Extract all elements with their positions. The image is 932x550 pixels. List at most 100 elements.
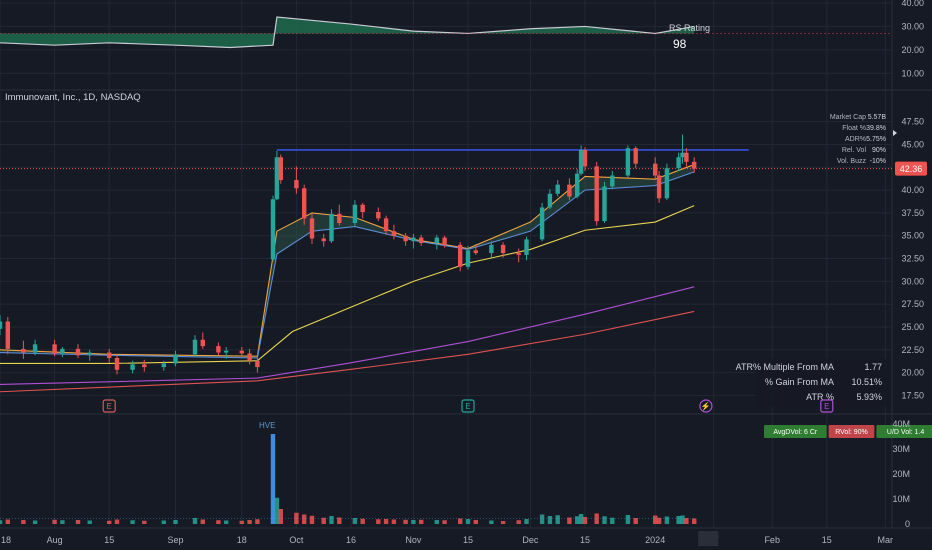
candle[interactable] bbox=[633, 146, 638, 169]
candle[interactable] bbox=[567, 178, 572, 201]
earnings-event-icon[interactable]: E bbox=[102, 399, 116, 413]
candle[interactable] bbox=[278, 154, 283, 184]
ma-line-ma-50 bbox=[0, 205, 695, 365]
candle[interactable] bbox=[309, 213, 315, 244]
candle[interactable] bbox=[547, 189, 553, 210]
candle-body bbox=[5, 321, 10, 349]
candle[interactable] bbox=[680, 134, 685, 164]
candle[interactable] bbox=[692, 157, 697, 173]
candle[interactable] bbox=[575, 169, 580, 199]
time-axis-tick: Feb bbox=[764, 535, 780, 545]
candle[interactable] bbox=[352, 200, 358, 227]
candle[interactable] bbox=[255, 357, 260, 373]
candle[interactable] bbox=[75, 344, 81, 358]
price-axis[interactable]: 40.0030.0020.0010.0047.5045.0042.5040.00… bbox=[892, 0, 927, 529]
scale-arrow-icon bbox=[893, 130, 897, 136]
atr-label: ATR% Multiple From MA bbox=[736, 362, 834, 372]
candle[interactable] bbox=[625, 145, 631, 178]
candle[interactable] bbox=[60, 347, 65, 358]
candle[interactable] bbox=[360, 202, 365, 219]
volume-bar bbox=[360, 518, 365, 524]
candle[interactable] bbox=[442, 235, 447, 248]
time-axis-tick: 18 bbox=[237, 535, 247, 545]
earnings-event-icon[interactable]: E bbox=[461, 399, 475, 413]
dividend-event-icon[interactable]: ⚡ bbox=[699, 399, 713, 413]
candle[interactable] bbox=[114, 354, 120, 375]
candle[interactable] bbox=[602, 181, 607, 223]
earnings-event-icon[interactable]: E bbox=[820, 399, 834, 413]
candle[interactable] bbox=[239, 347, 244, 357]
candle[interactable] bbox=[192, 335, 198, 358]
volume-bar bbox=[52, 519, 57, 524]
candle[interactable] bbox=[582, 147, 588, 171]
candle[interactable] bbox=[383, 215, 389, 235]
candle[interactable] bbox=[52, 339, 57, 357]
volume-bar bbox=[653, 515, 658, 524]
candle[interactable] bbox=[161, 360, 166, 371]
event-markers[interactable]: E E ⚡ E bbox=[102, 399, 834, 413]
candle[interactable] bbox=[32, 339, 38, 356]
candle[interactable] bbox=[247, 348, 252, 365]
candle[interactable] bbox=[302, 184, 307, 225]
candle[interactable] bbox=[107, 348, 112, 363]
candle[interactable] bbox=[173, 350, 178, 367]
candle[interactable] bbox=[216, 342, 221, 356]
candle-body bbox=[360, 204, 365, 213]
candle[interactable] bbox=[5, 316, 10, 355]
candle-body bbox=[473, 250, 478, 254]
candle[interactable] bbox=[87, 349, 92, 361]
candle[interactable] bbox=[610, 170, 615, 190]
candle[interactable] bbox=[684, 148, 689, 167]
candle[interactable] bbox=[294, 166, 299, 194]
volume-bar bbox=[602, 516, 607, 524]
candle[interactable] bbox=[21, 340, 26, 359]
candle[interactable] bbox=[473, 243, 478, 255]
candle[interactable] bbox=[555, 180, 560, 197]
candle[interactable] bbox=[274, 150, 280, 201]
candle[interactable] bbox=[465, 245, 471, 270]
candle[interactable] bbox=[500, 242, 506, 258]
candle[interactable] bbox=[0, 315, 3, 336]
candle[interactable] bbox=[434, 234, 439, 250]
candle[interactable] bbox=[142, 359, 147, 372]
candle[interactable] bbox=[594, 161, 599, 226]
candle[interactable] bbox=[130, 360, 135, 374]
volume-bar bbox=[274, 497, 280, 524]
price-axis-tick: 45.00 bbox=[901, 139, 924, 149]
candle[interactable] bbox=[270, 195, 276, 262]
candle[interactable] bbox=[676, 152, 681, 171]
candle[interactable] bbox=[403, 232, 408, 246]
candle[interactable] bbox=[516, 248, 521, 263]
volume-bar bbox=[692, 518, 697, 524]
volume-bar bbox=[391, 519, 397, 524]
candle[interactable] bbox=[653, 157, 658, 181]
candle[interactable] bbox=[458, 242, 463, 272]
volume-bar bbox=[321, 517, 326, 524]
candle[interactable] bbox=[321, 233, 326, 247]
candle[interactable] bbox=[664, 163, 670, 201]
candle-body bbox=[516, 253, 521, 255]
price-pane[interactable] bbox=[0, 134, 892, 393]
candle-body bbox=[130, 364, 135, 370]
candle-body bbox=[610, 175, 615, 187]
candle[interactable] bbox=[419, 234, 424, 246]
grid-lines bbox=[0, 0, 932, 529]
candle[interactable] bbox=[376, 207, 381, 222]
candle[interactable] bbox=[411, 233, 416, 249]
candle[interactable] bbox=[489, 241, 494, 258]
candle-body bbox=[391, 231, 397, 236]
candle[interactable] bbox=[656, 170, 662, 203]
candle[interactable] bbox=[200, 332, 205, 349]
stats-label: Rel. Vol bbox=[842, 147, 867, 154]
time-axis[interactable]: 18Aug15Sep18Oct16Nov15Dec15202417Feb15Ma… bbox=[0, 529, 932, 550]
candle[interactable] bbox=[524, 236, 529, 261]
candle[interactable] bbox=[391, 224, 397, 240]
candle[interactable] bbox=[329, 209, 334, 244]
candle[interactable] bbox=[539, 202, 545, 242]
candle[interactable] bbox=[578, 145, 584, 176]
candle[interactable] bbox=[337, 204, 342, 226]
volume-bar bbox=[107, 520, 112, 524]
last-price-badge bbox=[895, 161, 927, 176]
candle[interactable] bbox=[224, 347, 229, 359]
